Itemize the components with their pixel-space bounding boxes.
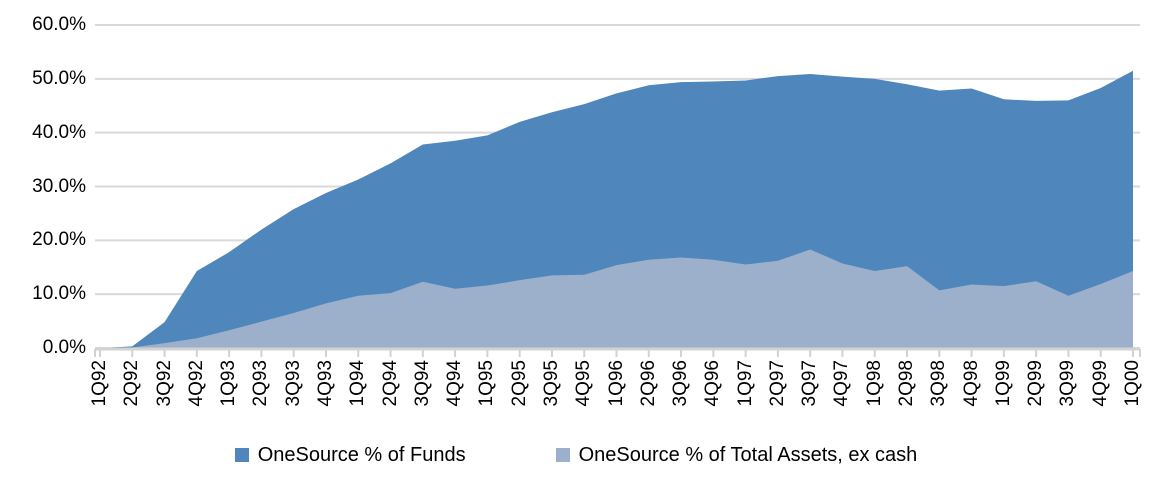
x-tick-label: 1Q93 — [218, 360, 240, 407]
x-tick-label: 2Q92 — [121, 360, 143, 407]
x-tick-label: 2Q97 — [766, 360, 788, 407]
x-tick-label: 4Q96 — [702, 360, 724, 407]
legend: OneSource % of Funds OneSource % of Tota… — [0, 438, 1152, 472]
x-tick-label: 1Q97 — [734, 360, 756, 407]
x-tick-label: 3Q99 — [1057, 360, 1079, 407]
x-tick-label: 2Q98 — [896, 360, 918, 407]
y-tick-label: 30.0% — [32, 175, 86, 197]
plot-area: 0.0% 10.0% 20.0% 30.0% 40.0% 50.0% 60.0% 1Q92 2… — [32, 14, 1143, 407]
legend-label-total-assets: OneSource % of Total Assets, ex cash — [578, 443, 918, 466]
area-series-1 — [100, 249, 1133, 348]
x-tick-label: 4Q99 — [1089, 360, 1111, 407]
x-tick-label: 3Q98 — [928, 360, 950, 407]
x-tick-label: 4Q92 — [185, 360, 207, 407]
legend-swatch-funds-icon — [234, 448, 249, 462]
y-tick-label: 0.0% — [42, 337, 86, 358]
y-tick-label: 50.0% — [32, 67, 86, 89]
legend-item-funds: OneSource % of Funds — [234, 443, 466, 467]
legend-swatch-total-assets-icon — [555, 448, 570, 462]
legend-item-total-assets: OneSource % of Total Assets, ex cash — [555, 443, 918, 467]
x-tick-label: 3Q92 — [153, 360, 175, 407]
x-tick-label: 4Q97 — [831, 360, 853, 407]
x-tick-label: 2Q99 — [1025, 360, 1047, 407]
x-tick-label: 1Q99 — [992, 360, 1014, 407]
x-tick-label: 4Q95 — [573, 360, 595, 407]
legend-label-funds: OneSource % of Funds — [257, 443, 466, 466]
x-tick-label: 2Q94 — [379, 360, 401, 407]
x-tick-label: 2Q93 — [250, 360, 272, 407]
x-tick-label: 3Q97 — [799, 360, 821, 407]
x-tick-label: 3Q95 — [540, 360, 562, 407]
x-tick-label: 2Q95 — [508, 360, 530, 407]
x-tick-label: 3Q96 — [670, 360, 692, 407]
y-tick-label: 60.0% — [32, 14, 86, 35]
x-tick-label: 4Q94 — [444, 360, 466, 407]
x-tick-label: 1Q98 — [863, 360, 885, 407]
chart-canvas — [94, 24, 1141, 357]
x-tick-label: 1Q95 — [476, 360, 498, 407]
x-tick-label: 1Q94 — [347, 360, 369, 407]
x-tick-label: 1Q96 — [605, 360, 627, 407]
x-tick-label: 4Q93 — [314, 360, 336, 407]
x-tick-label: 2Q96 — [637, 360, 659, 407]
y-tick-label: 10.0% — [32, 283, 86, 305]
x-tick-label: 4Q98 — [960, 360, 982, 407]
y-tick-label: 40.0% — [32, 121, 86, 143]
x-tick-label: 3Q93 — [282, 360, 304, 407]
y-tick-label: 20.0% — [32, 229, 86, 251]
x-tick-label: 1Q00 — [1122, 360, 1143, 407]
x-tick-label: 3Q94 — [411, 360, 433, 407]
x-tick-label: 1Q92 — [89, 360, 110, 407]
